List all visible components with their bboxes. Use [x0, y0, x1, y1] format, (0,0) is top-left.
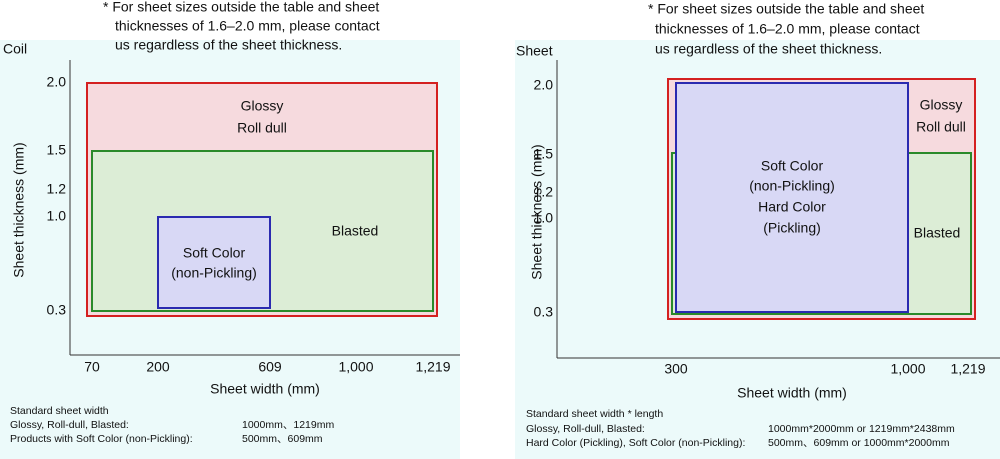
note: thicknesses of 1.6–2.0 mm, please contac…	[115, 18, 380, 34]
y-tick-label: 1.5	[47, 142, 67, 158]
note: thicknesses of 1.6–2.0 mm, please contac…	[655, 21, 920, 37]
y-tick-label: 1.5	[534, 146, 554, 162]
region-label: Blasted	[914, 225, 961, 241]
region-label: (non-Pickling)	[171, 265, 257, 281]
x-tick-label: 1,219	[415, 359, 450, 375]
region-label: Hard Color	[758, 199, 826, 215]
footnote: Hard Color (Pickling), Soft Color (non-P…	[526, 437, 745, 449]
x-tick-label: 300	[664, 361, 688, 377]
region-label: Glossy	[241, 98, 284, 114]
y-tick-label: 2.0	[47, 74, 67, 90]
y-tick-label: 1.2	[534, 184, 554, 200]
panel-title: Coil	[3, 41, 27, 57]
y-tick-label: 1.0	[534, 210, 554, 226]
x-tick-label: 609	[258, 359, 282, 375]
x-tick-label: 1,000	[890, 361, 925, 377]
x-axis-label: Sheet width (mm)	[210, 381, 320, 397]
region	[157, 216, 271, 309]
y-tick-label: 2.0	[534, 77, 554, 93]
footnote: 1000mm、1219mm	[242, 419, 334, 431]
x-tick-label: 1,000	[338, 359, 373, 375]
footnote: 1000mm*2000mm or 1219mm*2438mm	[768, 423, 955, 435]
y-tick-label: 0.3	[47, 302, 67, 318]
footnote: Glossy, Roll-dull, Blasted:	[10, 419, 129, 431]
footnote: Glossy, Roll-dull, Blasted:	[526, 423, 645, 435]
y-tick-label: 1.2	[47, 181, 67, 197]
footnote: 500mm、609mm or 1000mm*2000mm	[768, 437, 950, 449]
note: * For sheet sizes outside the table and …	[103, 0, 379, 15]
region-label: (Pickling)	[763, 220, 821, 236]
footnote: Standard sheet width * length	[526, 408, 663, 420]
footnote: Standard sheet width	[10, 405, 109, 417]
note: us regardless of the sheet thickness.	[655, 41, 882, 57]
region-label: Blasted	[332, 223, 379, 239]
note: us regardless of the sheet thickness.	[115, 37, 342, 53]
y-tick-label: 0.3	[534, 304, 554, 320]
region-label: Soft Color	[183, 245, 246, 261]
x-axis-label: Sheet width (mm)	[737, 385, 847, 401]
panel-title: Sheet	[516, 43, 553, 59]
region	[675, 82, 909, 313]
x-tick-label: 70	[84, 359, 100, 375]
y-axis-label: Sheet thickness (mm)	[529, 144, 545, 279]
note: * For sheet sizes outside the table and …	[648, 1, 924, 17]
region-label: Glossy	[920, 97, 963, 113]
y-axis-label: Sheet thickness (mm)	[11, 142, 27, 277]
y-tick-label: 1.0	[47, 208, 67, 224]
region-label: (non-Pickling)	[749, 178, 835, 194]
footnote: Products with Soft Color (non-Pickling):	[10, 433, 193, 445]
region-label: Roll dull	[237, 120, 287, 136]
region-label: Soft Color	[761, 158, 824, 174]
x-tick-label: 1,219	[950, 361, 985, 377]
footnote: 500mm、609mm	[242, 433, 323, 445]
region-label: Roll dull	[916, 119, 966, 135]
x-tick-label: 200	[146, 359, 170, 375]
